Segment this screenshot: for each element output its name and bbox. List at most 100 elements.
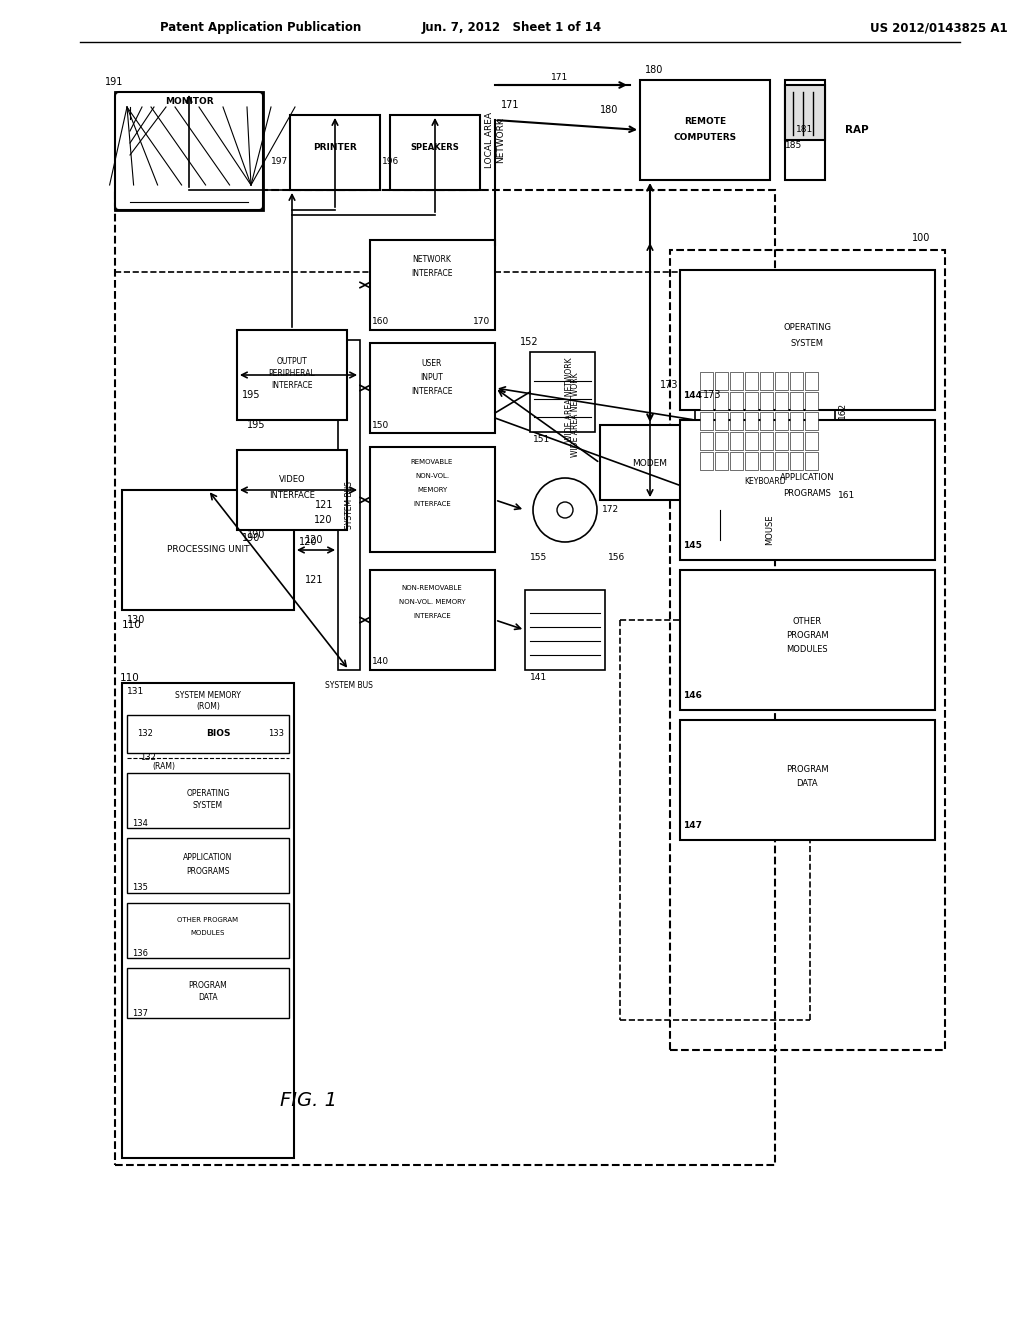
Bar (775, 412, 788, 430)
Text: SYSTEM: SYSTEM (193, 801, 223, 810)
Bar (600, 425, 700, 500)
Text: INTERFACE: INTERFACE (269, 491, 315, 499)
Text: 171: 171 (501, 100, 519, 110)
Bar (115, 190, 775, 1166)
Text: MODULES: MODULES (786, 645, 827, 655)
Text: 173: 173 (703, 389, 722, 400)
Bar (370, 343, 495, 433)
Bar (237, 330, 347, 420)
Text: 191: 191 (105, 77, 123, 87)
Text: PRINTER: PRINTER (313, 144, 357, 153)
Text: MODEM: MODEM (633, 458, 668, 467)
Text: MEMORY: MEMORY (417, 487, 447, 492)
Text: 173: 173 (660, 380, 679, 389)
Bar (370, 570, 495, 671)
Text: (RAM): (RAM) (152, 763, 175, 771)
Text: MODULES: MODULES (190, 931, 225, 936)
Text: Jun. 7, 2012   Sheet 1 of 14: Jun. 7, 2012 Sheet 1 of 14 (422, 21, 602, 34)
Text: 155: 155 (530, 553, 547, 562)
Text: APPLICATION: APPLICATION (183, 854, 232, 862)
Bar (127, 903, 289, 958)
Bar (730, 392, 743, 411)
Bar (122, 682, 294, 1158)
Bar (715, 392, 728, 411)
Bar (745, 412, 758, 430)
Text: KEYBOARD: KEYBOARD (744, 478, 785, 487)
Text: 181: 181 (797, 125, 814, 135)
Text: MOUSE: MOUSE (765, 515, 774, 545)
Text: 137: 137 (132, 1008, 148, 1018)
Text: 162: 162 (838, 401, 847, 418)
Text: OTHER: OTHER (793, 618, 821, 627)
Text: PROGRAMS: PROGRAMS (783, 490, 830, 499)
Text: 170: 170 (473, 318, 490, 326)
Text: PROGRAM: PROGRAM (188, 981, 227, 990)
Text: 197: 197 (270, 157, 288, 165)
Text: 150: 150 (372, 421, 389, 429)
Text: 133: 133 (268, 730, 284, 738)
Text: 121: 121 (314, 500, 333, 510)
Text: WIDE AREA NETWORK: WIDE AREA NETWORK (565, 358, 574, 442)
Bar (237, 450, 347, 531)
Text: INTERFACE: INTERFACE (412, 387, 453, 396)
Text: APPLICATION: APPLICATION (779, 474, 835, 483)
Text: PROGRAM: PROGRAM (785, 631, 828, 640)
Text: SYSTEM BUS: SYSTEM BUS (325, 681, 373, 689)
Bar (785, 84, 825, 140)
Text: SYSTEM MEMORY: SYSTEM MEMORY (175, 690, 241, 700)
Text: OTHER PROGRAM: OTHER PROGRAM (177, 917, 239, 923)
Bar (730, 412, 743, 430)
Text: INPUT: INPUT (421, 372, 443, 381)
Circle shape (534, 478, 597, 543)
Bar (730, 432, 743, 450)
Bar (370, 447, 495, 552)
Text: PROGRAMS: PROGRAMS (186, 866, 229, 875)
Text: 195: 195 (247, 420, 265, 430)
Text: COMPUTERS: COMPUTERS (674, 133, 736, 143)
Text: SPEAKERS: SPEAKERS (411, 144, 460, 153)
Text: BIOS: BIOS (206, 730, 230, 738)
Bar (700, 451, 713, 470)
Bar (805, 392, 818, 411)
Bar (760, 451, 773, 470)
Text: 196: 196 (382, 157, 399, 165)
Text: 141: 141 (530, 673, 547, 682)
Bar (700, 432, 713, 450)
Text: WIDE AREA NETWORK: WIDE AREA NETWORK (570, 372, 580, 457)
Bar (805, 451, 818, 470)
Bar (805, 432, 818, 450)
Bar (670, 249, 945, 1049)
Text: 144: 144 (683, 391, 702, 400)
Bar (760, 412, 773, 430)
Bar (680, 570, 935, 710)
Text: FIG. 1: FIG. 1 (280, 1090, 337, 1110)
Text: 161: 161 (838, 491, 855, 499)
Bar (680, 719, 935, 840)
Text: 151: 151 (534, 436, 550, 445)
Text: INTERFACE: INTERFACE (271, 380, 312, 389)
Bar (745, 392, 758, 411)
Bar (805, 412, 818, 430)
Text: VIDEO: VIDEO (279, 475, 305, 484)
Text: 136: 136 (132, 949, 148, 957)
Bar (715, 412, 728, 430)
Text: INTERFACE: INTERFACE (413, 502, 451, 507)
Bar (760, 372, 773, 389)
Bar (127, 838, 289, 894)
Bar (775, 432, 788, 450)
Text: 110: 110 (122, 620, 141, 630)
Bar (745, 372, 758, 389)
Text: NON-VOL.: NON-VOL. (415, 473, 450, 479)
Text: LOCAL AREA
NETWORK: LOCAL AREA NETWORK (485, 112, 505, 168)
Text: 132: 132 (140, 754, 156, 763)
Text: 121: 121 (305, 576, 324, 585)
Text: 156: 156 (608, 553, 626, 562)
Text: NETWORK: NETWORK (413, 256, 452, 264)
Text: MONITOR: MONITOR (165, 98, 213, 107)
Text: 180: 180 (600, 106, 618, 115)
Bar (290, 115, 380, 190)
Circle shape (557, 502, 573, 517)
Text: SYSTEM: SYSTEM (791, 339, 823, 348)
Bar (127, 774, 289, 828)
Bar (730, 372, 743, 389)
